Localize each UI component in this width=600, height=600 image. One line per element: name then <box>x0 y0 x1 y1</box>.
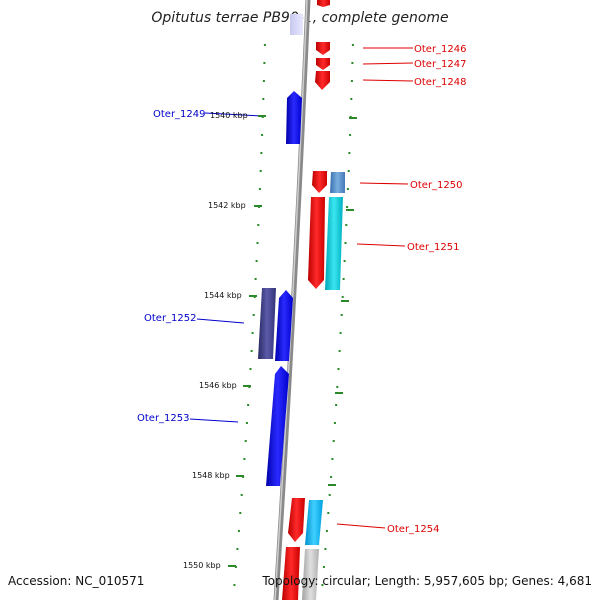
outer-dot <box>350 80 353 82</box>
gene-label-1254[interactable]: Oter_1254 <box>387 524 440 535</box>
outer-dot <box>331 458 334 460</box>
gene-arrow-1254a[interactable] <box>288 498 305 542</box>
inner-dot <box>263 62 266 64</box>
inner-dot <box>249 368 252 370</box>
gene-arrow-1251a[interactable] <box>308 197 325 289</box>
tick-label-1540: 1540 kbp <box>210 111 248 120</box>
outer-dot <box>350 98 353 100</box>
gene-arrow-1247[interactable] <box>316 58 330 70</box>
label-leaders <box>189 47 414 529</box>
gene-label-1248[interactable]: Oter_1248 <box>414 77 467 88</box>
outer-dot <box>351 62 354 64</box>
outer-dot <box>330 476 333 478</box>
gene-label-1253[interactable]: Oter_1253 <box>137 413 190 424</box>
inner-dot <box>244 440 247 442</box>
gene-arrow-1250b[interactable] <box>330 172 345 193</box>
outer-dot <box>340 314 343 316</box>
gene-label-1252[interactable]: Oter_1252 <box>144 313 197 324</box>
gene-arrow-1246[interactable] <box>316 42 330 55</box>
outer-dot <box>348 152 351 154</box>
inner-dot <box>258 188 261 190</box>
tick-label-1548: 1548 kbp <box>192 471 230 480</box>
gene-label-1251[interactable]: Oter_1251 <box>407 242 460 253</box>
inner-dot <box>257 224 260 226</box>
outer-dot <box>324 548 327 550</box>
inner-dot <box>263 44 266 46</box>
outer-dot <box>322 566 325 568</box>
inner-dot <box>262 80 265 82</box>
outer-dot <box>338 350 341 352</box>
inner-dot <box>236 548 239 550</box>
inner-dot <box>239 512 242 514</box>
outer-dot <box>327 512 330 514</box>
outer-dot <box>351 44 354 46</box>
outer-dot <box>342 278 345 280</box>
inner-dot <box>259 170 262 172</box>
tick-label-1550: 1550 kbp <box>183 561 221 570</box>
tick-marks <box>228 115 357 567</box>
inner-dot <box>247 404 250 406</box>
outer-dot <box>336 386 339 388</box>
outer-dot <box>349 134 352 136</box>
forward-genes <box>258 14 303 486</box>
genome-backbone <box>273 0 311 600</box>
gene-arrow-1252b[interactable] <box>275 290 293 361</box>
gene-label-1249[interactable]: Oter_1249 <box>153 109 206 120</box>
outer-dot <box>343 260 346 262</box>
tick-labels: 1540 kbp 1542 kbp 1544 kbp 1546 kbp 1548… <box>183 111 248 570</box>
outer-dot <box>332 440 335 442</box>
inner-dot <box>245 422 248 424</box>
inner-dot <box>240 494 243 496</box>
inner-dot <box>260 152 263 154</box>
gene-arrow-1250a[interactable] <box>312 171 327 193</box>
inner-dot <box>243 458 246 460</box>
gene-arrow-top-forward[interactable] <box>290 14 303 35</box>
gene-label-1250[interactable]: Oter_1250 <box>410 180 463 191</box>
gene-arrow-1251b[interactable] <box>325 197 343 290</box>
outer-dot <box>328 494 331 496</box>
gene-labels: Oter_1246 Oter_1247 Oter_1248 Oter_1249 … <box>137 44 467 535</box>
gene-arrow-bottom-gray[interactable] <box>302 549 319 600</box>
reverse-genes <box>282 0 345 600</box>
inner-dot <box>251 332 254 334</box>
inner-dot <box>233 584 236 586</box>
outer-dot <box>346 188 349 190</box>
outer-dot <box>341 296 344 298</box>
accession-text: Accession: NC_010571 <box>8 574 145 588</box>
inner-dot <box>252 314 255 316</box>
outer-dot <box>325 530 328 532</box>
outer-dot <box>333 422 336 424</box>
gene-arrow-top-reverse[interactable] <box>317 0 330 7</box>
tick-label-1544: 1544 kbp <box>204 291 242 300</box>
gene-label-1246[interactable]: Oter_1246 <box>414 44 467 55</box>
tick-label-1542: 1542 kbp <box>208 201 246 210</box>
inner-dot <box>250 350 253 352</box>
gene-arrow-1249[interactable] <box>286 91 302 144</box>
inner-dot <box>254 278 257 280</box>
inner-dot <box>256 242 259 244</box>
inner-dot <box>237 530 240 532</box>
outer-dot <box>345 224 348 226</box>
gene-arrow-1254b[interactable] <box>305 500 323 545</box>
outer-dot <box>337 368 340 370</box>
outer-dot <box>335 404 338 406</box>
outer-dot <box>321 584 324 586</box>
gene-arrow-bottom-red[interactable] <box>282 547 300 600</box>
gene-label-1247[interactable]: Oter_1247 <box>414 59 467 70</box>
gene-arrow-1253[interactable] <box>266 366 289 486</box>
outer-dot <box>346 206 349 208</box>
inner-dot <box>255 260 258 262</box>
inner-dot <box>262 98 265 100</box>
inner-dot <box>261 134 264 136</box>
outer-dot <box>347 170 350 172</box>
tick-label-1546: 1546 kbp <box>199 381 237 390</box>
gene-arrow-1248[interactable] <box>315 71 330 90</box>
outer-dotted-ring <box>321 44 354 586</box>
outer-dot <box>344 242 347 244</box>
topology-text: Topology: circular; Length: 5,957,605 bp… <box>262 574 592 588</box>
gene-arrow-1252a[interactable] <box>258 288 276 359</box>
outer-dot <box>339 332 342 334</box>
